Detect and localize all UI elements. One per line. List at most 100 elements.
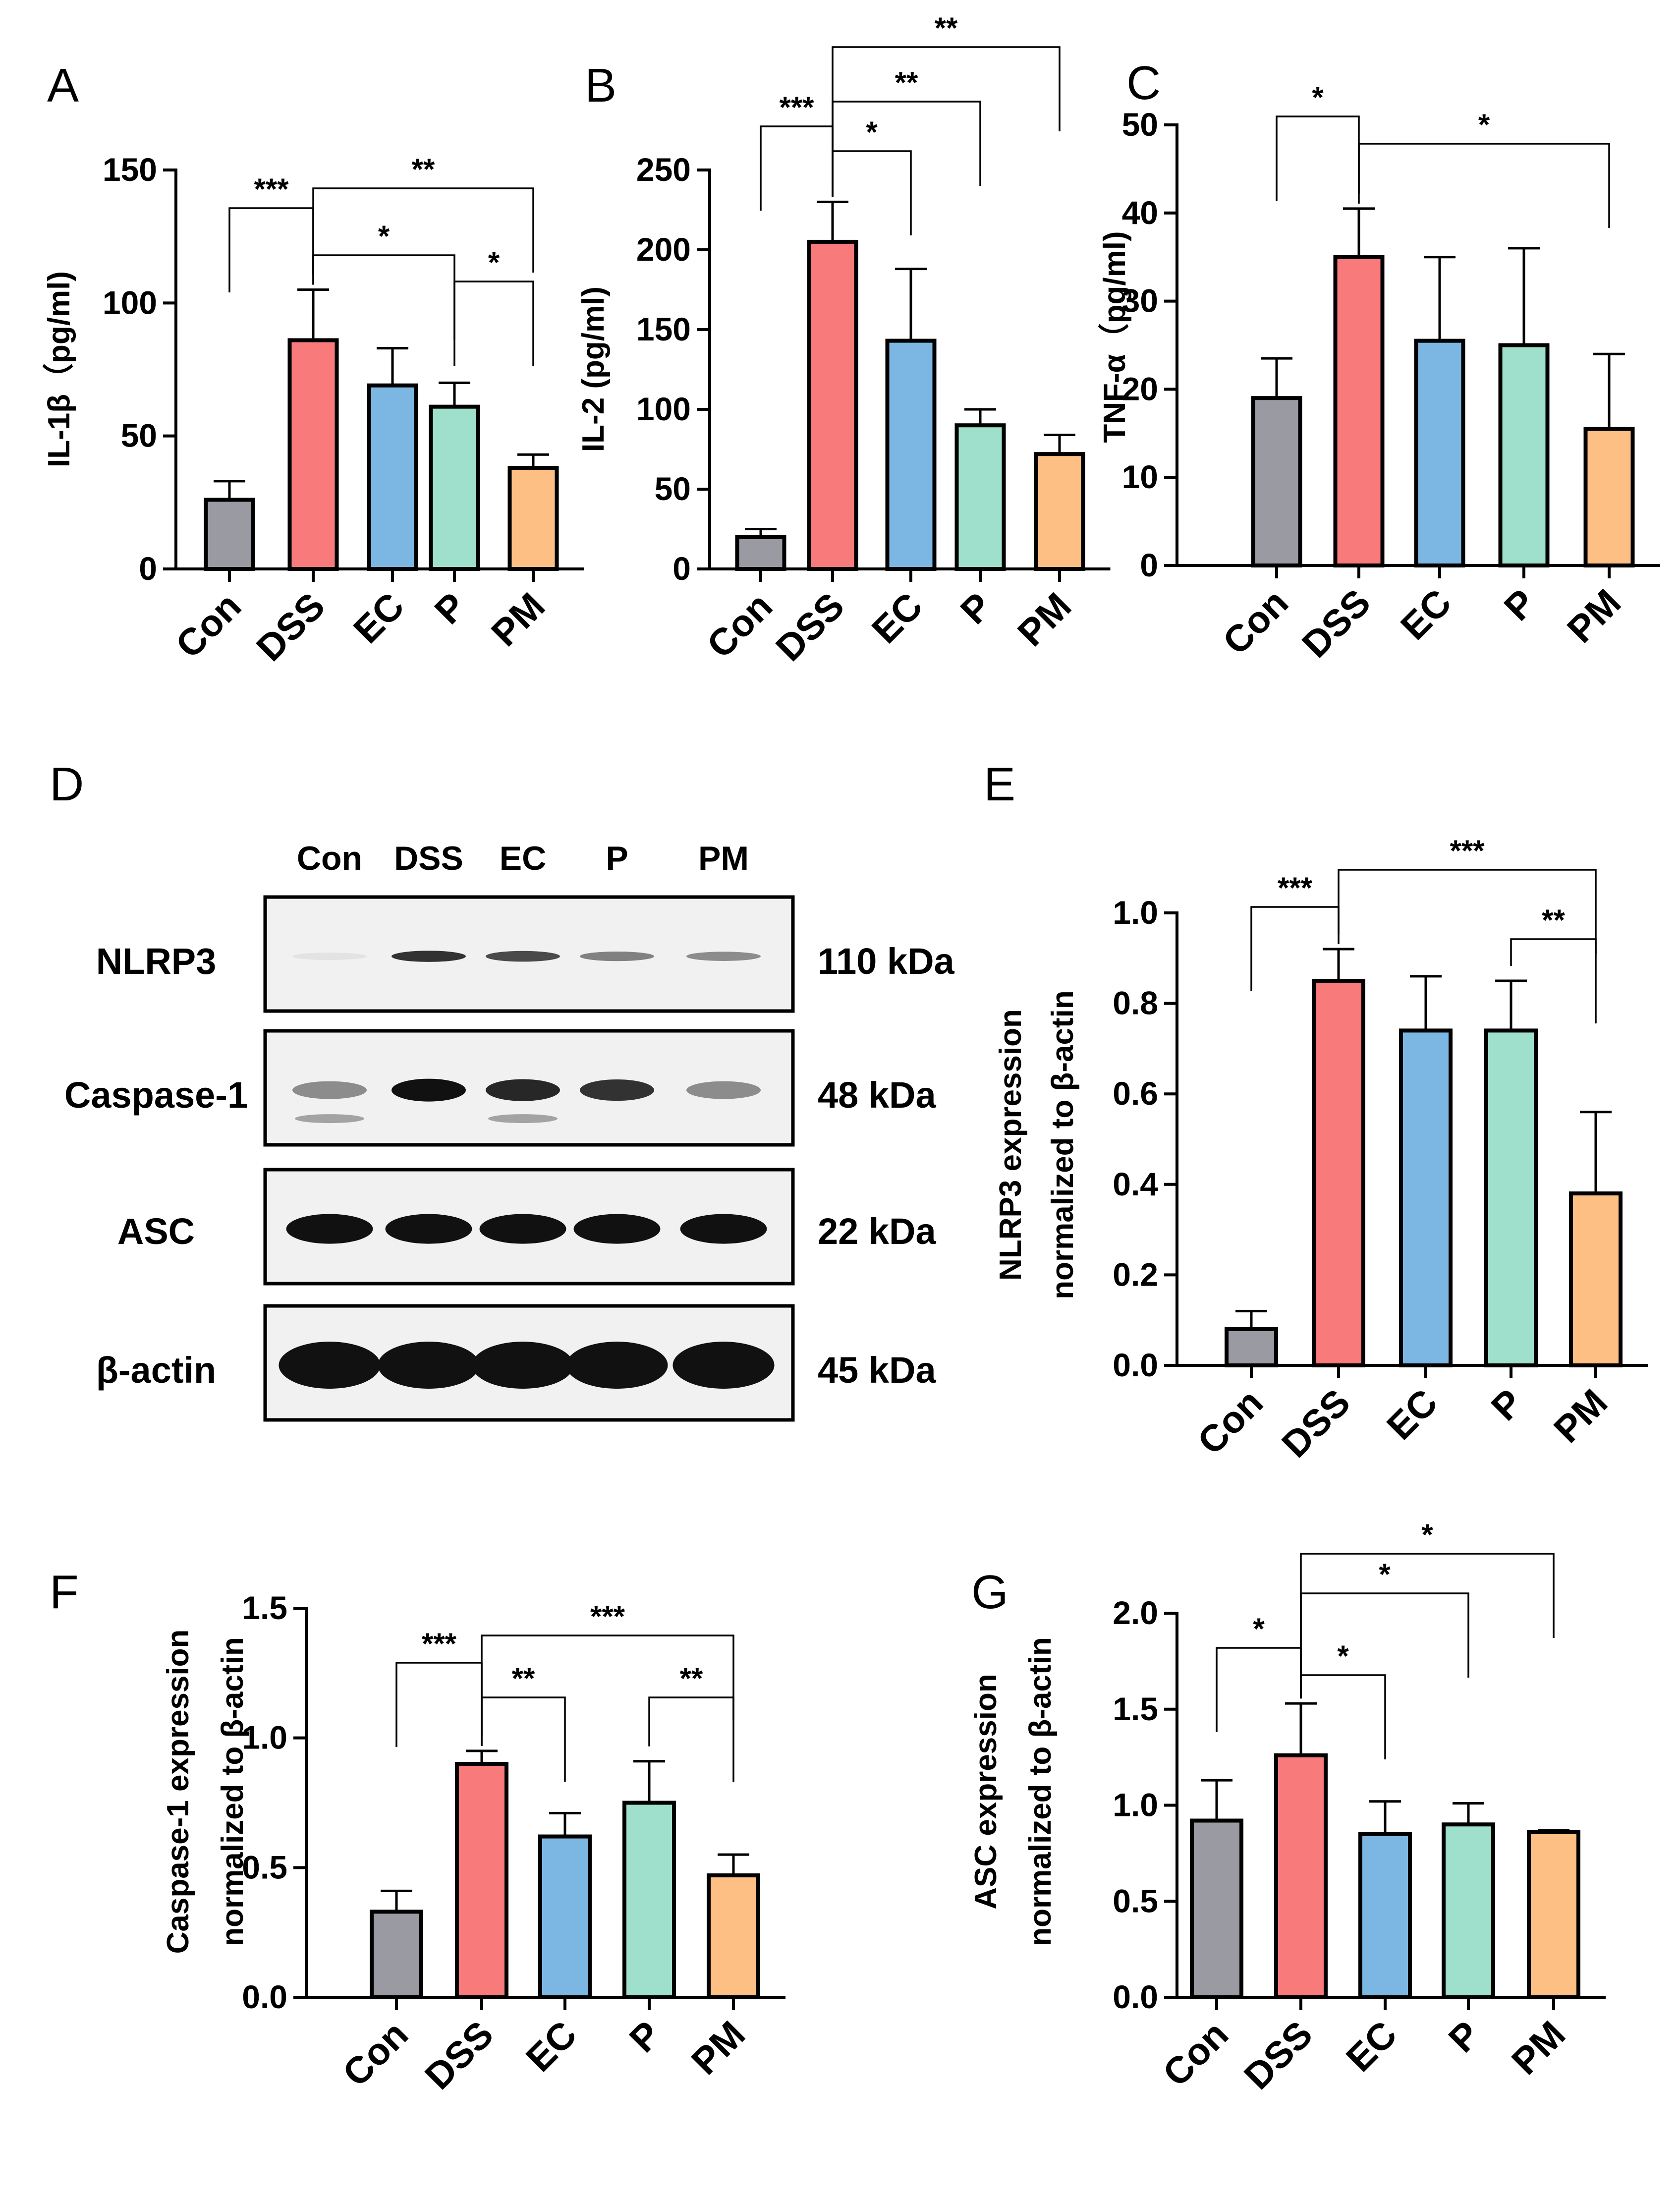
blot-band [566,1342,668,1389]
blot-protein-label: ASC [117,1211,195,1252]
blot-band [486,1079,560,1101]
significance-label: ** [1542,903,1565,937]
blot-protein-label: NLRP3 [96,941,217,982]
bar-pm [1583,427,1635,567]
y-tick-label: 2.0 [1113,1594,1158,1631]
y-tick-label: 1.0 [242,1719,287,1756]
significance-label: ** [935,11,958,45]
bar-con [1251,396,1302,567]
blot-size-label: 48 kDa [818,1074,936,1116]
significance-bracket [312,187,534,285]
chart-panel-f: F Caspase-1 expression normalized to β-act… [50,1566,785,2098]
blot-band [580,1079,654,1101]
bar-ec [1358,1832,1412,1999]
significance-label: *** [1278,871,1313,904]
significance-bracket [648,1696,734,1782]
bar-dss [807,239,858,571]
bar-dss [287,338,339,571]
blot-band [672,1342,775,1389]
y-axis-title: Caspase-1 expression [161,1630,195,1954]
y-tick-label: 10 [1122,458,1158,495]
y-tick-label: 0.0 [242,1978,287,2015]
y-tick-label: 200 [636,231,691,268]
significance-label: * [866,115,878,149]
panel-letter-d: D [50,758,84,811]
panel-letter-c: C [1126,56,1161,110]
bar-dss [1333,255,1385,567]
western-blot-lane-labels: Con DSS EC P PM [297,840,749,877]
blot-band [286,1214,373,1244]
blot-band [573,1214,661,1244]
blot-band [292,953,367,960]
blot-lane-label: EC [500,840,546,877]
y-tick-label: 0.4 [1113,1166,1158,1202]
blot-band [479,1214,566,1244]
blot-lane-label: DSS [394,840,463,877]
chart-panel-g: G ASC expression normalized to β-actin 0.0 0… [969,1518,1606,2098]
bar-p [954,423,1006,571]
blot-lane-label: P [606,840,628,877]
bar-p [1484,1028,1538,1367]
significance-bracket [1300,1553,1555,1699]
blot-band [486,951,560,962]
significance-bracket [481,1634,734,1746]
y-axis-title: IL-1β（pg/ml) [42,271,76,467]
significance-label: * [1253,1612,1265,1645]
y-axis-title: IL-2 (pg/ml) [576,286,611,452]
bar-pm [507,466,559,571]
bar-p [1498,343,1550,567]
y-tick-label: 50 [1122,106,1158,143]
y-tick-label: 1.5 [1113,1691,1158,1727]
blot-lane-label: PM [698,840,749,877]
bar-pm [1569,1191,1623,1368]
significance-bracket [1510,938,1597,1023]
panel-letter-f: F [50,1566,79,1619]
blot-band [392,1078,466,1102]
significance-label: * [1478,108,1490,141]
bar-con [204,498,255,571]
significance-label: * [1312,81,1324,114]
y-tick-label: 30 [1122,282,1158,319]
y-axis-title-line2: normalized to β-actin [1023,1637,1058,1946]
significance-bracket [453,281,534,366]
y-tick-label: 100 [103,284,157,321]
significance-bracket [1338,869,1597,954]
bar-ec [538,1834,592,2000]
y-axis-title: TNF-α（pg/ml) [1097,231,1132,443]
significance-label: * [1337,1639,1349,1673]
bar-ec [885,338,937,571]
blot-size-label: 45 kDa [818,1350,936,1391]
blot-band [472,1342,574,1389]
y-tick-label: 40 [1122,194,1158,231]
blot-band [680,1214,767,1244]
blot-band [279,1342,381,1389]
significance-label: ** [512,1662,535,1695]
bar-ec [1399,1028,1453,1367]
y-tick-label: 1.0 [1113,894,1158,931]
blot-protein-label: β-actin [96,1350,217,1391]
western-blot-panel: D Con DSS EC P PM NLRP3 110 kDa Caspase-1 48 kD… [50,758,955,1422]
y-tick-label: 1.0 [1113,1787,1158,1823]
blot-band [580,952,654,961]
significance-label: * [488,246,500,279]
bar-con [735,535,786,571]
y-tick-label: 0.2 [1113,1256,1158,1293]
panel-letter-a: A [47,59,79,112]
significance-bracket [832,46,1061,197]
significance-bracket [1358,143,1610,228]
blot-band [385,1214,472,1244]
significance-label: * [1421,1518,1433,1551]
bar-ec [367,383,418,571]
y-axis-title: NLRP3 expression [994,1009,1028,1281]
y-tick-label: 250 [636,151,691,188]
panel-letter-g: G [971,1566,1008,1619]
y-tick-label: 1.5 [242,1589,287,1626]
blot-protein-label: Caspase-1 [64,1074,248,1116]
bar-con [1225,1327,1278,1367]
y-tick-label: 50 [121,417,157,454]
bar-dss [1312,978,1365,1367]
significance-label: *** [254,172,289,206]
y-axis-title: ASC expression [969,1674,1003,1910]
bar-dss [455,1762,508,1999]
